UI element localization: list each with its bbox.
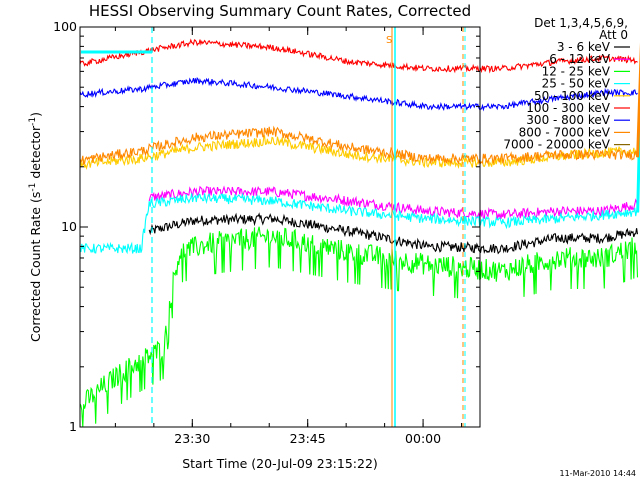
y-tick-label: 10 <box>61 219 77 234</box>
y-axis-label-sup1: -1 <box>28 183 38 192</box>
y-axis-label-main: Corrected Count Rate (s <box>28 192 43 342</box>
legend-label: 7000 - 20000 keV <box>503 138 610 152</box>
legend-header-detectors: Det 1,3,4,5,6,9, <box>534 16 628 30</box>
series-line-800-7000-kev <box>79 125 638 166</box>
x-tick-label: 23:30 <box>174 431 210 446</box>
series-line-12-25-kev <box>79 226 639 428</box>
legend-label: 25 - 50 keV <box>542 77 611 91</box>
legend-label: 50 - 100 keV <box>534 89 611 103</box>
y-tick-label: 1 <box>69 419 77 434</box>
tick-layer: 23:30 23:45 00:00 1 10 100 <box>53 19 480 446</box>
marker-layer: S <box>151 27 466 427</box>
series-line-6-12-kev <box>148 185 639 220</box>
legend-header-attenuator: Att 0 <box>599 28 628 42</box>
series-line-3-6-kev <box>148 212 639 255</box>
legend-label: 100 - 300 keV <box>526 101 610 115</box>
annotation-s: S <box>386 35 392 46</box>
x-axis-label: Start Time (20-Jul-09 23:15:22) <box>182 456 378 471</box>
legend-label: 800 - 7000 keV <box>519 125 611 139</box>
series-line-50-100-kev <box>79 134 639 170</box>
y-axis-label-mid: detector <box>28 125 43 183</box>
y-axis-label: Corrected Count Rate (s-1 detector-1) <box>28 112 43 342</box>
y-tick-label: 100 <box>53 19 77 34</box>
series-line-100-300-kev <box>79 38 638 74</box>
timestamp: 11-Mar-2010 14:44 <box>560 469 637 478</box>
legend-label: 6 - 12 keV <box>549 52 611 66</box>
y-axis-label-sup2: -1 <box>28 117 38 126</box>
legend-label: 3 - 6 keV <box>557 40 611 54</box>
x-tick-label: 00:00 <box>405 431 441 446</box>
series-line-25-50-kev <box>79 192 638 255</box>
series-line-300-800-kev <box>79 76 638 112</box>
legend-label: 300 - 800 keV <box>526 113 610 127</box>
chart-title: HESSI Observing Summary Count Rates, Cor… <box>89 2 471 20</box>
legend-label: 12 - 25 keV <box>542 64 611 78</box>
x-tick-label: 23:45 <box>290 431 326 446</box>
y-axis-label-end: ) <box>28 112 43 117</box>
